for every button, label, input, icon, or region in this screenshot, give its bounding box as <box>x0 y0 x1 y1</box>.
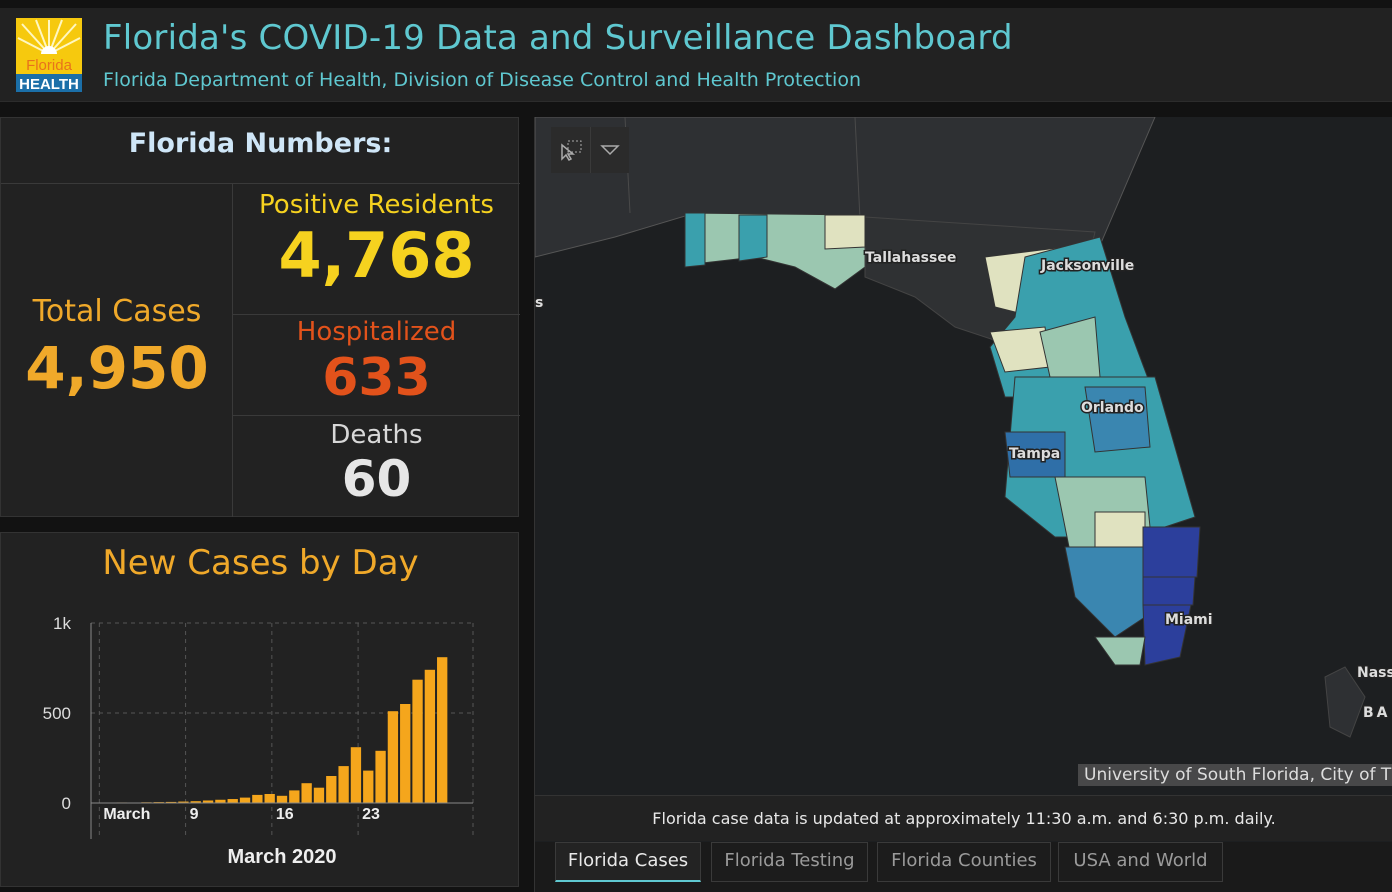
deaths-value: 60 <box>341 450 412 508</box>
bar-11 <box>215 799 226 803</box>
map-panel: Tallahassee Jacksonville Orlando Tampa M… <box>534 117 1392 892</box>
bahamas-island <box>1324 666 1366 738</box>
orlando-county <box>1084 386 1151 453</box>
y-tick-label: 1k <box>53 614 71 633</box>
dashboard-header: Florida HEALTH Florida's COVID-19 Data a… <box>0 8 1392 102</box>
positive-residents-label: Positive Residents <box>259 190 494 220</box>
x-tick-label: 23 <box>362 806 380 823</box>
bar-10 <box>202 800 214 803</box>
monroe-keys <box>1094 636 1146 666</box>
numbers-title: Florida Numbers: <box>1 118 520 184</box>
x-tick-label: 16 <box>276 806 294 823</box>
page-subtitle: Florida Department of Health, Division o… <box>103 69 861 91</box>
new-cases-chart-panel: New Cases by Day 0 500 1k March 9 16 23 March 2… <box>0 532 519 887</box>
svg-text:Florida: Florida <box>26 57 73 74</box>
okaloosa-county <box>738 214 768 262</box>
bottom-tab-bar: Florida Cases Florida Testing Florida Co… <box>535 842 1392 892</box>
bar-27 <box>412 679 423 803</box>
city-label: Miami <box>1165 612 1213 628</box>
bar-16 <box>276 795 288 803</box>
svg-text:HEALTH: HEALTH <box>19 76 79 92</box>
bar-7 <box>165 801 177 803</box>
bar-25 <box>387 711 399 803</box>
bar-13 <box>239 797 251 803</box>
city-label: BA <box>1363 705 1391 721</box>
bar-9 <box>190 801 201 803</box>
total-cases-label: Total Cases <box>32 294 202 329</box>
bar-15 <box>264 794 275 803</box>
bar-14 <box>252 794 263 803</box>
city-label: Nass <box>1357 665 1392 681</box>
escambia-county <box>684 212 706 268</box>
city-label: Jacksonville <box>1040 258 1134 274</box>
southwest-florida <box>1064 546 1146 638</box>
bar-19 <box>313 787 325 803</box>
florida-health-logo: Florida HEALTH <box>16 18 82 92</box>
total-cases-value: 4,950 <box>25 334 209 402</box>
bar-21 <box>338 766 349 803</box>
select-tool-icon[interactable] <box>551 127 590 173</box>
bar-8 <box>178 801 189 803</box>
bar-29 <box>437 657 448 803</box>
tab-florida-cases[interactable]: Florida Cases <box>555 842 701 882</box>
map-attribution: University of South Florida, City of T <box>1078 764 1392 786</box>
palm-beach-county <box>1142 526 1201 578</box>
map-toolbar <box>551 127 629 173</box>
florida-numbers-panel: Florida Numbers: Total Cases 4,950 Posit… <box>0 117 520 517</box>
miami-dade-county <box>1142 604 1192 666</box>
city-label: s <box>535 295 543 311</box>
tab-florida-counties[interactable]: Florida Counties <box>877 842 1051 882</box>
positive-residents-value: 4,768 <box>278 219 475 292</box>
new-cases-bar-chart: 0 500 1k March 9 16 23 March 2020 <box>43 614 474 868</box>
bar-23 <box>363 770 374 803</box>
deaths-label: Deaths <box>330 420 423 450</box>
bar-20 <box>326 776 337 803</box>
bar-18 <box>301 783 312 803</box>
city-label: Orlando <box>1081 400 1144 416</box>
hospitalized-label: Hospitalized <box>296 317 457 347</box>
bar-22 <box>350 747 362 803</box>
tab-florida-testing[interactable]: Florida Testing <box>711 842 868 882</box>
x-axis-title: March 2020 <box>228 846 337 868</box>
page-title: Florida's COVID-19 Data and Surveillance… <box>103 18 1013 58</box>
bar-28 <box>424 669 436 803</box>
city-label: Tallahassee <box>865 250 956 266</box>
positive-residents-box: Positive Residents 4,768 <box>233 184 520 315</box>
hospitalized-box: Hospitalized 633 <box>233 315 520 416</box>
y-tick-label: 500 <box>43 704 71 723</box>
tab-usa-and-world[interactable]: USA and World <box>1058 842 1223 882</box>
broward-county <box>1142 576 1196 606</box>
bar-26 <box>400 704 411 803</box>
bar-24 <box>375 750 386 803</box>
update-note: Florida case data is updated at approxim… <box>535 795 1392 841</box>
florida-county-map[interactable]: Tallahassee Jacksonville Orlando Tampa M… <box>535 117 1392 795</box>
leon-area-counties <box>824 214 866 250</box>
bar-12 <box>227 799 238 803</box>
city-label: Tampa <box>1009 446 1060 462</box>
chart-title: New Cases by Day <box>102 543 419 583</box>
y-tick-label: 0 <box>62 794 71 813</box>
chevron-down-icon[interactable] <box>590 127 629 173</box>
hospitalized-value: 633 <box>322 348 431 408</box>
total-cases-box: Total Cases 4,950 <box>1 184 233 517</box>
x-tick-label: 9 <box>190 806 199 823</box>
bar-17 <box>289 790 300 803</box>
x-tick-label: March <box>103 806 150 823</box>
deaths-box: Deaths 60 <box>233 416 520 517</box>
